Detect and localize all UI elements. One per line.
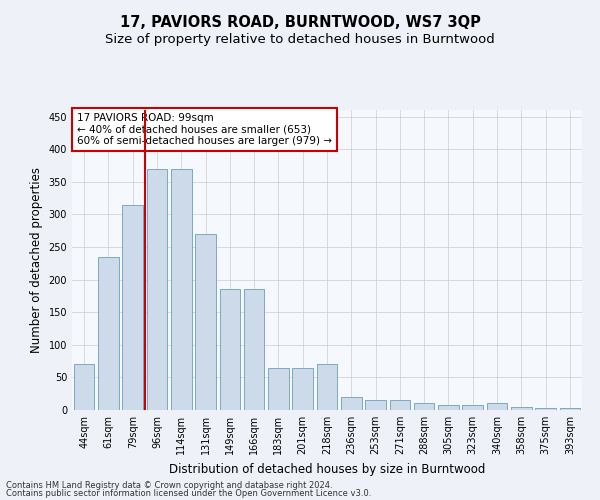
Text: 17, PAVIORS ROAD, BURNTWOOD, WS7 3QP: 17, PAVIORS ROAD, BURNTWOOD, WS7 3QP — [119, 15, 481, 30]
Bar — [341, 397, 362, 410]
Text: Contains HM Land Registry data © Crown copyright and database right 2024.: Contains HM Land Registry data © Crown c… — [6, 480, 332, 490]
Bar — [535, 408, 556, 410]
Bar — [389, 400, 410, 410]
Bar — [74, 364, 94, 410]
Bar — [244, 290, 265, 410]
Bar — [560, 408, 580, 410]
Bar — [487, 404, 508, 410]
Bar — [122, 204, 143, 410]
Y-axis label: Number of detached properties: Number of detached properties — [30, 167, 43, 353]
Bar — [438, 405, 459, 410]
Bar — [292, 368, 313, 410]
Bar — [171, 168, 191, 410]
Bar — [98, 256, 119, 410]
X-axis label: Distribution of detached houses by size in Burntwood: Distribution of detached houses by size … — [169, 462, 485, 475]
Bar — [511, 406, 532, 410]
Text: 17 PAVIORS ROAD: 99sqm
← 40% of detached houses are smaller (653)
60% of semi-de: 17 PAVIORS ROAD: 99sqm ← 40% of detached… — [77, 113, 332, 146]
Text: Contains public sector information licensed under the Open Government Licence v3: Contains public sector information licen… — [6, 489, 371, 498]
Bar — [414, 404, 434, 410]
Bar — [146, 168, 167, 410]
Bar — [268, 368, 289, 410]
Bar — [365, 400, 386, 410]
Bar — [195, 234, 216, 410]
Bar — [463, 405, 483, 410]
Bar — [317, 364, 337, 410]
Bar — [220, 290, 240, 410]
Text: Size of property relative to detached houses in Burntwood: Size of property relative to detached ho… — [105, 32, 495, 46]
